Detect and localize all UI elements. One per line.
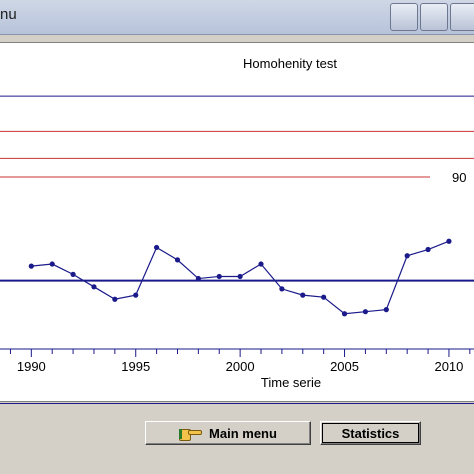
data-point	[216, 273, 222, 280]
x-tick-label: 2010	[434, 359, 463, 374]
data-point	[321, 294, 327, 300]
data-point	[258, 261, 264, 267]
window-titlebar: nu	[0, 0, 474, 35]
data-point	[91, 284, 97, 290]
main-menu-button[interactable]: Main menu	[145, 421, 311, 445]
data-point	[49, 261, 55, 267]
separator-line	[0, 403, 474, 404]
minimize-button[interactable]	[390, 3, 418, 31]
data-point	[404, 253, 410, 259]
data-point	[362, 309, 369, 315]
x-tick-label: 2005	[330, 359, 359, 374]
window-title: nu	[0, 6, 17, 23]
data-point	[133, 292, 139, 298]
data-point	[195, 275, 201, 282]
statistics-button[interactable]: Statistics	[320, 421, 421, 445]
statistics-label: Statistics	[341, 425, 400, 441]
maximize-button[interactable]	[420, 3, 448, 31]
x-tick-label: 1995	[121, 359, 150, 374]
x-tick-label: 1990	[17, 359, 46, 374]
data-point	[425, 246, 431, 253]
data-point	[446, 238, 452, 244]
critical-line-label: 90	[452, 170, 466, 185]
data-point	[237, 273, 243, 280]
main-menu-label: Main menu	[209, 425, 277, 441]
homogeneity-chart: Homohenity test 90 1990 1995 2000 2005 2010 Tim…	[0, 56, 474, 390]
data-point	[70, 271, 76, 277]
data-point	[279, 286, 285, 292]
data-point	[383, 307, 389, 313]
chart-panel: Homohenity test 90 1990 1995 2000 2005 2010 Tim…	[0, 42, 474, 402]
close-button[interactable]	[450, 3, 474, 31]
data-point	[28, 263, 34, 269]
data-point	[174, 257, 181, 263]
data-point	[112, 296, 118, 302]
chart-title: Homohenity test	[243, 56, 337, 71]
x-tick-label: 2000	[226, 359, 255, 374]
data-point	[300, 292, 306, 298]
data-point	[341, 311, 348, 317]
pointing-hand-icon	[179, 426, 203, 441]
x-axis-label: Time serie	[261, 375, 321, 390]
data-point	[154, 244, 160, 251]
